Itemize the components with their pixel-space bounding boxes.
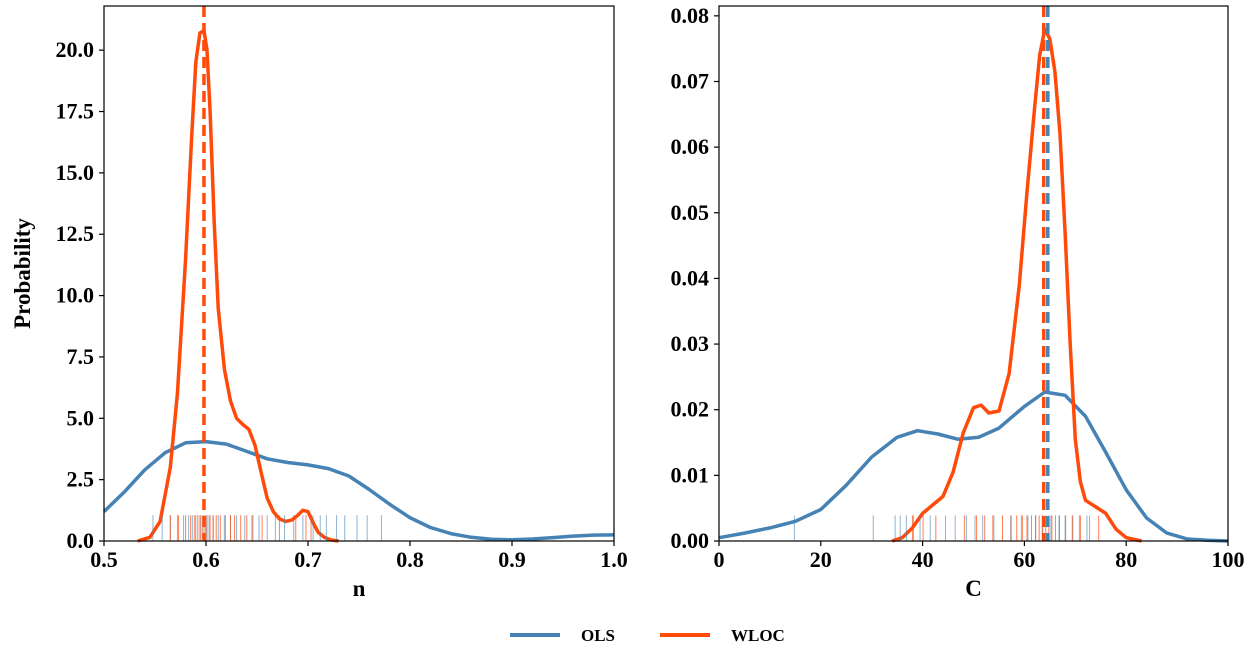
- x-tick-label: 0: [714, 547, 725, 572]
- y-tick-label: 15.0: [56, 160, 95, 185]
- plot-frame: [718, 5, 1229, 542]
- x-tick-label: 0.7: [294, 547, 322, 572]
- x-tick-label: 0.9: [498, 547, 526, 572]
- x-tick-label: 60: [1013, 547, 1035, 572]
- wloc-density-curve: [891, 27, 1142, 543]
- y-tick-label: 17.5: [56, 99, 95, 124]
- y-tick-label: 0.0: [67, 528, 95, 553]
- y-tick-label: 10.0: [56, 283, 95, 308]
- y-tick-label: 0.04: [671, 265, 710, 290]
- x-axis-title: C: [965, 576, 982, 601]
- y-tick-label: 0.06: [671, 134, 710, 159]
- x-tick-label: 20: [810, 547, 832, 572]
- y-tick-label: 20.0: [56, 37, 95, 62]
- y-tick-label: 0.02: [671, 397, 710, 422]
- y-tick-label: 0.03: [671, 331, 710, 356]
- y-tick-label: 0.08: [671, 3, 710, 28]
- y-tick-label: 12.5: [56, 221, 95, 246]
- y-tick-label: 0.00: [671, 528, 710, 553]
- legend-ols-label: OLS: [581, 626, 615, 645]
- panel-c-distribution: 0 20 40 60 80 100 0.00 0.01 0.02 0.03 0.04 0.05 0.06…: [671, 3, 1245, 601]
- y-tick-label: 0.07: [671, 68, 710, 93]
- x-tick-label: 100: [1212, 547, 1245, 572]
- x-tick-label: 40: [912, 547, 934, 572]
- x-axis-title: n: [353, 576, 366, 601]
- y-tick-label: 7.5: [67, 344, 95, 369]
- panel-n-distribution: 0.5 0.6 0.7 0.8 0.9 1.0 0.0 2.5 5.0 7.5 10.0 12.5 15…: [10, 5, 628, 601]
- ols-density-curve: [718, 390, 1229, 543]
- y-axis-title: Probability: [10, 218, 35, 329]
- y-tick-label: 0.05: [671, 200, 710, 225]
- wloc-density-curve: [137, 28, 339, 543]
- legend: OLS WLOC: [510, 626, 785, 645]
- plot-frame: [103, 5, 615, 542]
- y-tick-label: 5.0: [67, 405, 95, 430]
- x-tick-label: 80: [1115, 547, 1137, 572]
- x-tick-label: 0.5: [90, 547, 118, 572]
- ols-density-curve: [102, 439, 615, 542]
- legend-wloc-label: WLOC: [731, 626, 785, 645]
- x-tick-label: 1.0: [600, 547, 628, 572]
- x-tick-label: 0.6: [192, 547, 220, 572]
- x-tick-label: 0.8: [396, 547, 424, 572]
- y-tick-label: 0.01: [671, 462, 710, 487]
- y-tick-label: 2.5: [67, 467, 95, 492]
